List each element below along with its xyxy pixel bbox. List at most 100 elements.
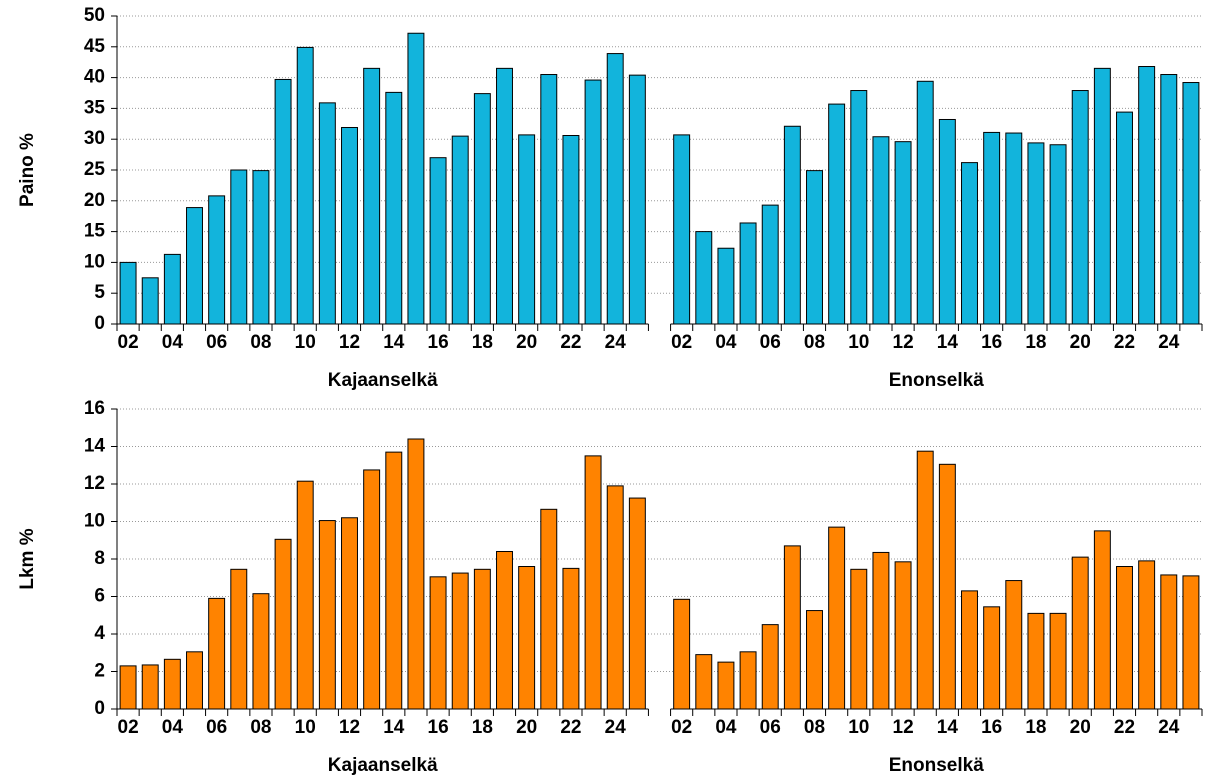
- x-tick-label: 16: [428, 717, 449, 738]
- group-label: Enonselkä: [889, 370, 984, 391]
- y-tick-label: 12: [84, 473, 105, 494]
- x-tick-label: 22: [560, 332, 581, 353]
- bar: [429, 157, 447, 325]
- bar: [1160, 74, 1178, 325]
- x-tick-label: 20: [1070, 332, 1091, 353]
- x-tick-label: 14: [937, 332, 959, 353]
- bar: [1116, 111, 1133, 325]
- y-tick-label: 6: [94, 586, 105, 607]
- x-tick-label: 20: [516, 332, 537, 353]
- bar: [584, 455, 602, 710]
- x-tick-label: 10: [848, 717, 869, 738]
- x-tick-label: 18: [1025, 332, 1046, 353]
- x-tick-label: 04: [162, 717, 184, 738]
- x-tick-label: 14: [937, 717, 959, 738]
- y-tick-label: 14: [84, 436, 106, 457]
- bar: [828, 526, 846, 710]
- bar: [894, 141, 912, 325]
- x-tick-label: 04: [715, 717, 737, 738]
- bar: [274, 538, 292, 710]
- x-tick-label: 16: [981, 332, 1002, 353]
- bar: [872, 551, 890, 710]
- bar: [407, 438, 425, 710]
- y-tick-label: 16: [84, 398, 105, 419]
- bar: [1182, 82, 1200, 325]
- bar: [1138, 560, 1156, 710]
- bar: [1049, 612, 1067, 710]
- x-tick-label: 12: [893, 717, 914, 738]
- bar: [186, 651, 203, 710]
- bar: [938, 118, 956, 325]
- bar: [1005, 132, 1023, 325]
- bar: [783, 125, 801, 325]
- x-tick-label: 24: [1158, 332, 1180, 353]
- x-tick-label: 20: [516, 717, 537, 738]
- bar: [606, 485, 624, 710]
- y-axis-label: Lkm %: [17, 528, 38, 589]
- bar: [983, 131, 1001, 325]
- x-tick-label: 08: [804, 717, 825, 738]
- y-axis-label: Paino %: [17, 133, 38, 207]
- group-label: Kajaanselkä: [328, 755, 438, 776]
- bar: [540, 74, 558, 325]
- y-tick-label: 0: [94, 313, 105, 334]
- x-tick-label: 08: [250, 332, 271, 353]
- y-tick-label: 15: [84, 221, 106, 242]
- x-tick-label: 06: [760, 332, 781, 353]
- bar: [341, 517, 358, 710]
- bar: [496, 551, 513, 710]
- x-tick-label: 12: [339, 717, 360, 738]
- bar: [163, 658, 181, 710]
- x-tick-label: 04: [715, 332, 737, 353]
- bar: [673, 598, 691, 710]
- x-tick-label: 10: [848, 332, 869, 353]
- bar: [1160, 574, 1178, 710]
- bar: [163, 253, 181, 325]
- bar: [518, 566, 536, 710]
- x-tick-label: 10: [295, 332, 316, 353]
- bar: [252, 593, 270, 710]
- bar: [451, 135, 469, 325]
- bar: [695, 231, 713, 325]
- bar: [1116, 566, 1133, 710]
- bar: [961, 162, 978, 325]
- y-tick-label: 8: [94, 548, 105, 569]
- x-tick-label: 04: [162, 332, 184, 353]
- y-tick-label: 40: [84, 67, 105, 88]
- bar: [628, 497, 646, 710]
- bar: [783, 545, 801, 710]
- bar: [451, 572, 469, 710]
- bar: [119, 665, 137, 710]
- x-tick-label: 10: [295, 717, 316, 738]
- bar: [473, 93, 491, 325]
- bar: [1071, 90, 1089, 325]
- bar: [1093, 530, 1111, 710]
- bar: [518, 134, 536, 325]
- bar: [806, 170, 823, 325]
- bar: [562, 135, 580, 325]
- bar: [717, 661, 735, 710]
- bar: [1182, 575, 1200, 710]
- y-tick-label: 2: [94, 661, 105, 682]
- x-tick-label: 02: [118, 717, 139, 738]
- bar: [894, 561, 912, 710]
- bar: [938, 463, 956, 710]
- y-tick-label: 10: [84, 251, 105, 272]
- bar: [208, 195, 226, 325]
- y-tick-label: 50: [84, 5, 105, 26]
- bar: [230, 169, 248, 325]
- bar: [584, 79, 602, 325]
- bar: [473, 568, 491, 710]
- bar: [761, 624, 779, 710]
- bar: [739, 651, 757, 710]
- x-tick-label: 02: [671, 717, 692, 738]
- x-tick-label: 18: [1025, 717, 1046, 738]
- group-label: Enonselkä: [889, 755, 984, 776]
- bar: [1093, 67, 1111, 325]
- bar: [1005, 580, 1023, 710]
- bar: [850, 568, 868, 710]
- bar: [141, 664, 159, 710]
- bar: [540, 508, 558, 710]
- bar: [761, 204, 779, 325]
